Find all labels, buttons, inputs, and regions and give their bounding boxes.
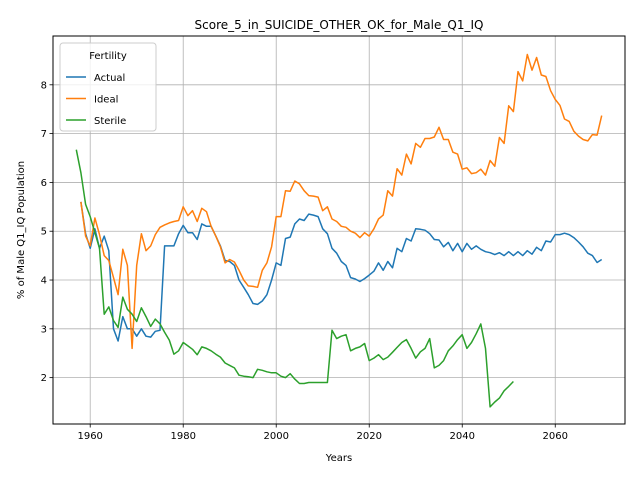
- series-lines: [75, 53, 603, 408]
- y-tick-label: 7: [41, 129, 47, 140]
- x-tick-label: 2060: [543, 431, 568, 442]
- y-tick-label: 6: [41, 178, 47, 189]
- x-tick-label: 2020: [357, 431, 382, 442]
- legend-label-sterile: Sterile: [94, 116, 126, 127]
- x-tick-label: 1980: [170, 431, 195, 442]
- plot-frame: [52, 35, 626, 425]
- chart-title: Score_5_in_SUICIDE_OTHER_OK_for_Male_Q1_…: [195, 18, 484, 32]
- x-axis-label: Years: [325, 453, 352, 464]
- legend-label-actual: Actual: [94, 73, 125, 84]
- x-tick-label: 2040: [450, 431, 475, 442]
- series-line-sterile: [75, 149, 514, 408]
- grid-lines: [53, 36, 625, 424]
- legend: Fertility Actual Ideal Sterile: [59, 42, 157, 132]
- series-line-actual: [80, 201, 603, 342]
- y-tick-label: 5: [41, 227, 47, 238]
- y-tick-label: 4: [41, 276, 47, 287]
- legend-entries: Actual Ideal Sterile: [66, 73, 126, 127]
- y-tick-label: 2: [41, 373, 47, 384]
- axis-ticks: 1960 1980 2000 2020 2040 2060 2 3 4 5 6 7 8: [41, 80, 568, 442]
- legend-label-ideal: Ideal: [94, 95, 118, 106]
- y-tick-label: 3: [41, 324, 47, 335]
- y-axis-label: % of Male Q1_IQ Population: [16, 161, 27, 299]
- series-line-ideal: [80, 53, 603, 350]
- legend-title: Fertility: [89, 51, 127, 62]
- y-tick-label: 8: [41, 80, 47, 91]
- x-tick-label: 1960: [77, 431, 102, 442]
- x-tick-label: 2000: [263, 431, 288, 442]
- legend-box: [59, 42, 157, 132]
